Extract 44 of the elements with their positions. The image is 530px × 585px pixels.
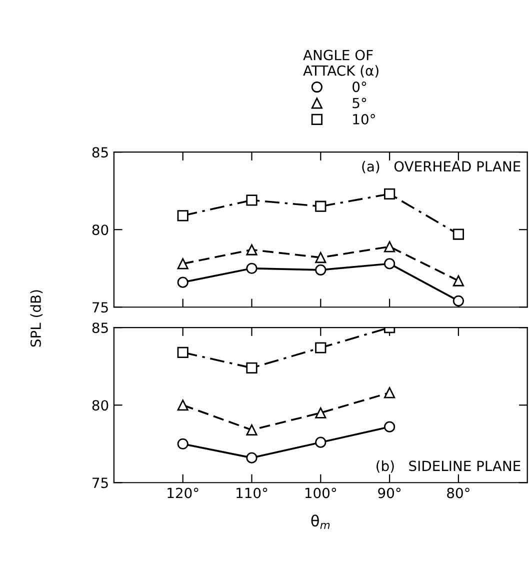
legend-label: 5° — [352, 98, 366, 108]
point — [384, 188, 396, 200]
legend-label: 0° — [352, 82, 366, 92]
point — [177, 258, 188, 270]
y-axis-title: SPL (dB) — [30, 290, 43, 347]
annotation: (a) OVERHEAD PLANE — [362, 160, 520, 174]
y-tick-label: 75 — [92, 478, 108, 488]
point — [384, 421, 396, 432]
point — [315, 264, 326, 276]
x-tick-label: 90° — [378, 488, 401, 498]
point — [177, 400, 188, 411]
y-tick-label: 85 — [92, 147, 108, 158]
point — [452, 228, 464, 240]
point — [246, 244, 258, 256]
point — [177, 346, 188, 358]
point — [246, 194, 258, 206]
x-tick-label: 80° — [447, 488, 470, 498]
point — [384, 241, 396, 252]
point — [177, 438, 188, 450]
x-axis-title: θ$_{m}$ — [311, 514, 330, 529]
x-tick-label: 110° — [236, 488, 268, 498]
point — [384, 387, 396, 398]
point — [246, 262, 258, 274]
point — [246, 362, 258, 374]
point — [177, 210, 188, 222]
point — [315, 342, 326, 354]
point — [452, 275, 464, 286]
point — [246, 424, 258, 436]
legend-title: ANGLE OF ATTACK (α) — [303, 50, 378, 78]
x-tick-label: 120° — [168, 488, 198, 498]
point — [384, 258, 396, 270]
point — [315, 252, 326, 264]
point — [315, 200, 326, 212]
y-tick-label: 80 — [92, 224, 108, 236]
point — [315, 436, 326, 448]
x-tick-label: 100° — [305, 488, 336, 498]
y-tick-label: 80 — [92, 400, 108, 411]
point — [315, 407, 326, 418]
legend-label: 10° — [353, 114, 375, 125]
y-tick-label: 75 — [92, 302, 108, 313]
annotation: (b) SIDELINE PLANE — [376, 460, 520, 473]
point — [177, 276, 188, 288]
y-tick-label: 85 — [92, 322, 108, 334]
point — [246, 452, 258, 464]
